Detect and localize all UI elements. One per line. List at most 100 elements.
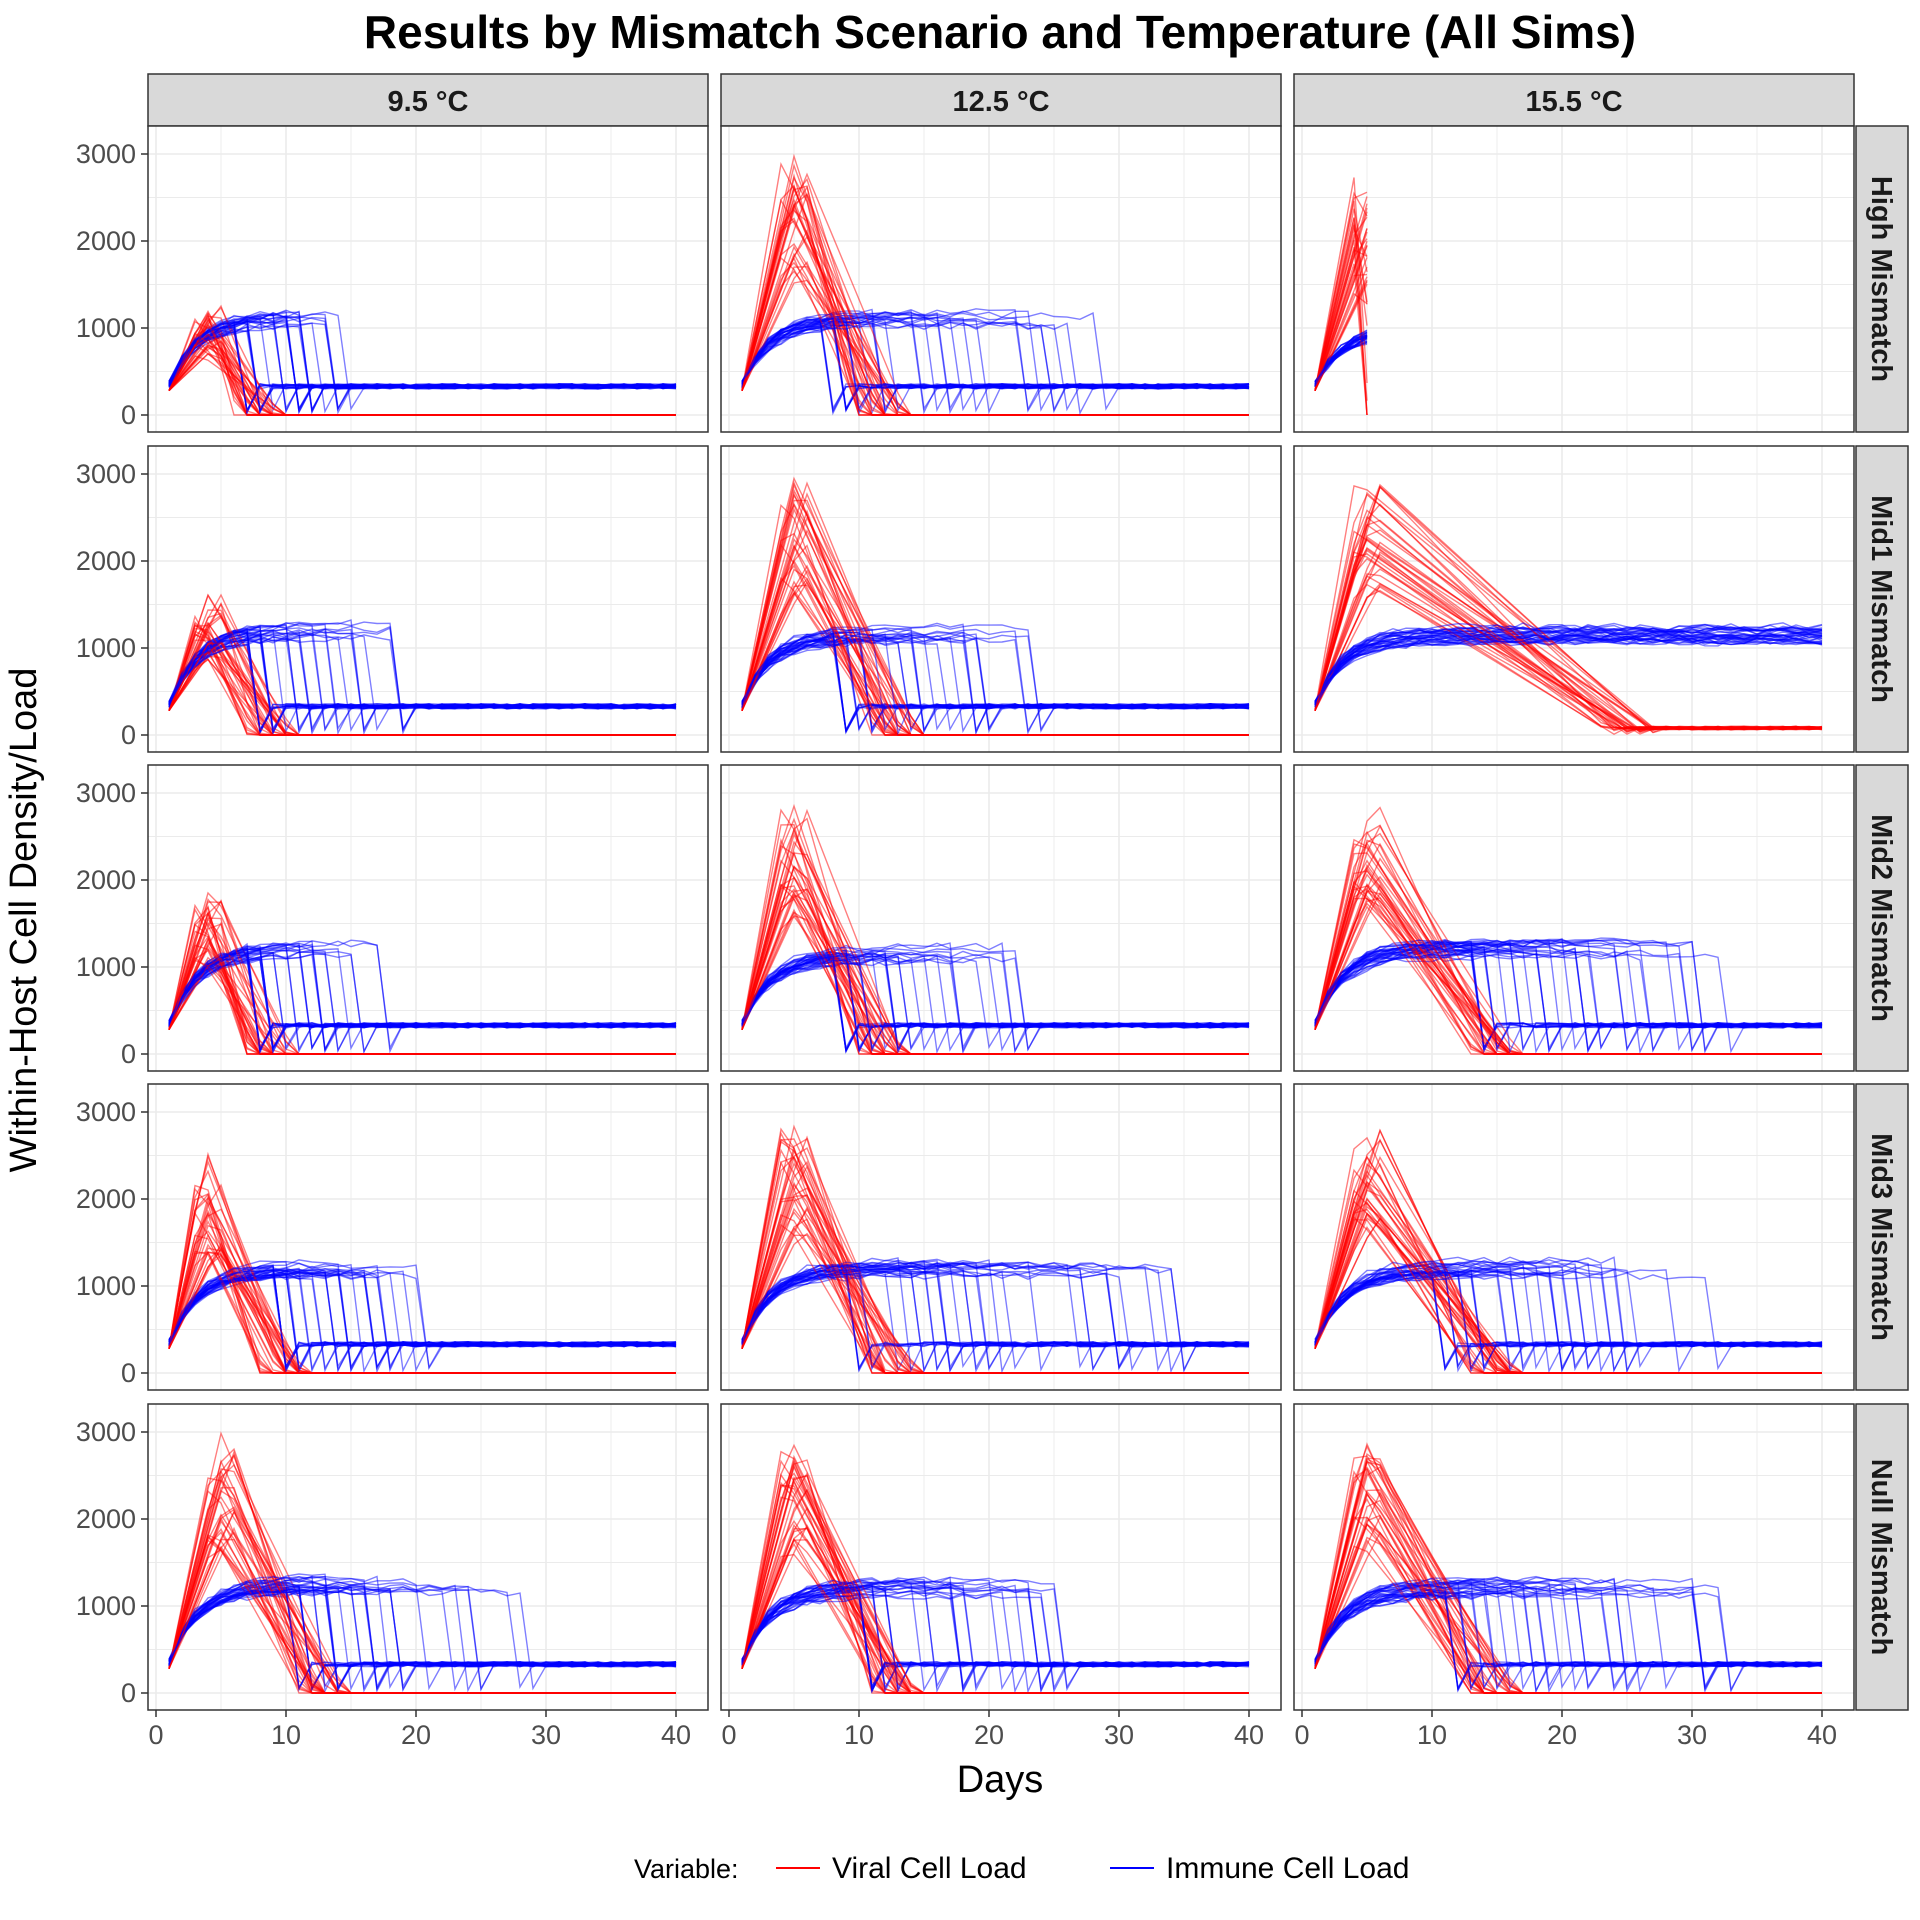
- series-lines: [741, 803, 1250, 1055]
- facet-panel: [720, 1083, 1282, 1391]
- series-lines: [168, 593, 677, 736]
- column-strip-label: 9.5 °C: [388, 86, 469, 118]
- facet-panel: [1293, 1083, 1855, 1391]
- legend: Variable: Viral Cell Load Immune Cell Load: [634, 1852, 1409, 1885]
- facet-panel: [720, 445, 1282, 753]
- row-strip-label: Null Mismatch: [1865, 1459, 1897, 1656]
- series-lines: [741, 153, 1250, 416]
- legend-entry: Immune Cell Load: [1110, 1852, 1409, 1885]
- immune-series-line: [1314, 1593, 1823, 1691]
- immune-series-line: [168, 953, 677, 1052]
- immune-series-line: [1314, 627, 1823, 702]
- x-tick-label: 30: [1677, 1720, 1707, 1750]
- immune-series-line: [168, 1575, 677, 1692]
- immune-series-line: [1314, 638, 1823, 706]
- series-lines: [168, 1151, 677, 1374]
- x-tick-label: 20: [974, 1720, 1004, 1750]
- column-strip: 9.5 °C: [147, 73, 709, 127]
- immune-series-line: [1314, 1591, 1823, 1690]
- viral-series-line: [1314, 503, 1823, 731]
- immune-series-line: [1314, 943, 1823, 1054]
- viral-series-line: [741, 1454, 1249, 1694]
- row-strip: High Mismatch: [1855, 125, 1909, 433]
- row-strip: Mid2 Mismatch: [1855, 764, 1909, 1072]
- facet-panel: 0 1000 2000 3000 0 10 20 30 40: [76, 1403, 709, 1750]
- immune-series-line: [1314, 634, 1823, 703]
- viral-series-line: [741, 1138, 1249, 1374]
- facet-panel: 0 1000 2000 3000: [76, 1083, 709, 1391]
- immune-series-line: [1314, 631, 1823, 702]
- y-tick-label: 1000: [76, 633, 136, 663]
- series-lines: [168, 304, 677, 416]
- legend-label: Immune Cell Load: [1166, 1852, 1409, 1885]
- viral-series-line: [168, 935, 676, 1055]
- immune-series-line: [1314, 1273, 1823, 1372]
- immune-series-line: [741, 1582, 1250, 1694]
- viral-series-line: [1314, 538, 1823, 733]
- y-tick-label: 1000: [76, 1591, 136, 1621]
- y-tick-label: 3000: [76, 139, 136, 169]
- viral-series-line: [1314, 203, 1368, 391]
- immune-series-line: [1314, 626, 1823, 705]
- series-lines: [168, 1431, 677, 1694]
- facet-panel: [1293, 764, 1855, 1072]
- legend-title: Variable:: [634, 1854, 739, 1884]
- row-strip-label: Mid2 Mismatch: [1865, 814, 1897, 1022]
- y-tick-label: 3000: [76, 778, 136, 808]
- y-tick-label: 0: [121, 1678, 136, 1708]
- facet-panel: 0 10 20 30 40: [720, 1403, 1282, 1750]
- viral-series-line: [1314, 1201, 1822, 1374]
- x-tick-label: 20: [1547, 1720, 1577, 1750]
- facet-panel: 0 1000 2000 3000: [76, 445, 709, 753]
- x-tick-label: 0: [148, 1720, 163, 1750]
- viral-series-line: [168, 321, 676, 416]
- y-tick-label: 2000: [76, 226, 136, 256]
- immune-series-line: [741, 1259, 1250, 1374]
- series-lines: [741, 476, 1250, 736]
- viral-series-line: [1314, 208, 1368, 391]
- immune-series-line: [168, 1259, 677, 1373]
- immune-series-line: [168, 957, 677, 1055]
- y-tick-label: 2000: [76, 865, 136, 895]
- row-strip-label: High Mismatch: [1865, 176, 1897, 382]
- viral-series-line: [741, 499, 1249, 736]
- y-tick-label: 3000: [76, 1097, 136, 1127]
- row-strip: Mid3 Mismatch: [1855, 1083, 1909, 1391]
- immune-series-line: [741, 624, 1250, 733]
- column-strip-label: 15.5 °C: [1525, 86, 1622, 118]
- viral-series-line: [1314, 852, 1822, 1055]
- row-strip: Mid1 Mismatch: [1855, 445, 1909, 753]
- x-tick-label: 10: [271, 1720, 301, 1750]
- x-axis-title: Days: [957, 1759, 1044, 1801]
- series-lines: [1314, 1442, 1823, 1694]
- y-tick-label: 2000: [76, 546, 136, 576]
- y-tick-label: 3000: [76, 459, 136, 489]
- immune-series-line: [1314, 637, 1823, 708]
- column-strip: 15.5 °C: [1293, 73, 1855, 127]
- immune-series-line: [741, 952, 1250, 1052]
- viral-series-line: [168, 1212, 676, 1374]
- immune-series-line: [168, 638, 677, 736]
- facet-panels: 9.5 °C 12.5 °C 15.5 °C High Mismatch Mid1 Mi…: [76, 73, 1909, 1750]
- x-tick-label: 0: [1294, 1720, 1309, 1750]
- immune-series-line: [1314, 1591, 1823, 1691]
- y-tick-label: 0: [121, 720, 136, 750]
- immune-series-line: [741, 1261, 1250, 1371]
- viral-series-line: [168, 1538, 676, 1694]
- y-axis-title: Within-Host Cell Density/Load: [3, 668, 45, 1173]
- facet-panel: [1293, 445, 1855, 753]
- immune-series-line: [168, 1585, 677, 1692]
- series-lines: [168, 891, 677, 1055]
- viral-series-line: [168, 642, 676, 736]
- x-tick-label: 10: [1417, 1720, 1447, 1750]
- series-lines: [1314, 806, 1823, 1055]
- immune-series-line: [168, 625, 677, 731]
- immune-series-line: [1314, 939, 1823, 1053]
- series-lines: [741, 1443, 1250, 1694]
- y-tick-label: 1000: [76, 952, 136, 982]
- facet-panel: 0 10 20 30 40: [1293, 1403, 1855, 1750]
- immune-series-line: [1314, 1263, 1823, 1369]
- viral-series-line: [1314, 177, 1368, 391]
- immune-series-line: [168, 316, 677, 414]
- immune-series-line: [1314, 338, 1368, 383]
